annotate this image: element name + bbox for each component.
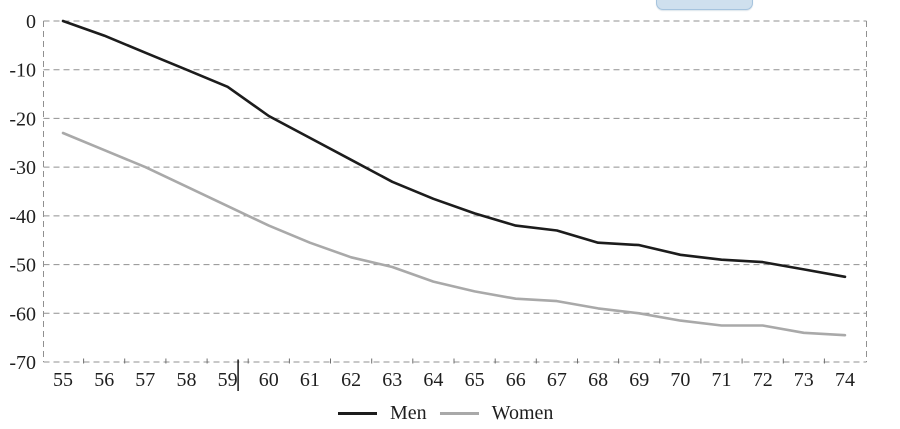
svg-text:68: 68 [588, 369, 608, 391]
svg-text:-70: -70 [9, 352, 36, 374]
svg-text:66: 66 [506, 369, 526, 391]
svg-text:-20: -20 [9, 108, 36, 130]
svg-text:-50: -50 [9, 255, 36, 277]
y-axis-labels: 0 -10 -20 -30 -40 -50 -60 -70 [9, 11, 36, 374]
svg-text:55: 55 [53, 369, 73, 391]
svg-text:-10: -10 [9, 60, 36, 82]
x-axis-ticks [83, 358, 825, 364]
svg-text:58: 58 [177, 369, 197, 391]
svg-text:67: 67 [547, 369, 567, 391]
svg-text:64: 64 [423, 369, 443, 391]
svg-text:59: 59 [218, 369, 238, 391]
legend-label-women: Women [491, 402, 554, 424]
svg-text:74: 74 [835, 369, 855, 391]
svg-text:-30: -30 [9, 157, 36, 179]
svg-text:-40: -40 [9, 206, 36, 228]
svg-text:71: 71 [712, 369, 732, 391]
svg-text:72: 72 [753, 369, 773, 391]
gridlines [43, 20, 867, 363]
svg-text:57: 57 [135, 369, 155, 391]
svg-text:65: 65 [465, 369, 485, 391]
svg-text:-60: -60 [9, 303, 36, 325]
svg-text:70: 70 [670, 369, 690, 391]
series-women [61, 131, 847, 337]
svg-text:56: 56 [94, 369, 114, 391]
chart-legend: Men Women [337, 402, 554, 424]
partial-button[interactable] [656, 0, 753, 10]
svg-text:62: 62 [341, 369, 361, 391]
svg-text:73: 73 [794, 369, 814, 391]
svg-text:60: 60 [259, 369, 279, 391]
svg-text:63: 63 [382, 369, 402, 391]
svg-text:0: 0 [26, 11, 36, 33]
legend-swatch-men [337, 411, 377, 415]
series-men [61, 19, 847, 279]
legend-label-men: Men [389, 402, 427, 424]
svg-text:61: 61 [300, 369, 320, 391]
svg-text:69: 69 [629, 369, 649, 391]
x-axis-labels: 55 56 57 58 59 60 61 62 63 64 65 66 67 68 69 70 71 72 73 74 [53, 369, 855, 391]
legend-swatch-women [439, 411, 479, 415]
